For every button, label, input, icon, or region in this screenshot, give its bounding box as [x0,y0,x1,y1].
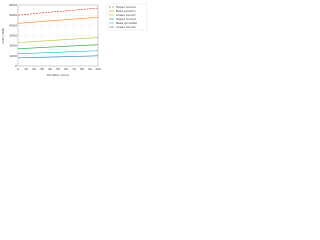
x-tick-label: 0 [17,67,19,71]
line [17,37,99,43]
line [17,7,99,16]
x-tick-label: 10 [24,67,28,71]
y-tick-label: 0 [15,64,17,68]
line [17,16,99,24]
plot-frame [17,4,99,67]
y-tick-label: 2000 [9,44,17,48]
x-tick-label: 40 [48,67,52,71]
line [17,44,99,50]
legend-box [106,3,148,31]
x-tick-label: 80 [80,67,84,71]
y-axis-label: Cost (USD) [1,28,5,44]
legend-label: Upper bound [116,5,136,9]
line [17,55,99,59]
legend-label: Base (public) [116,9,136,13]
legend-label: Base (private) [116,21,137,25]
x-tick-label: 60 [64,67,68,71]
x-tick-label: 100 [95,67,101,71]
y-tick-label: 4000 [9,23,17,27]
legend-label: Lower bound [116,13,135,17]
x-tick-label: 90 [88,67,92,71]
y-tick-label: 1000 [9,54,17,58]
y-tick-label: 3000 [9,34,17,38]
chart: Cost (USD) Duration (min) 0 1000 2000 3000 4… [1,3,148,77]
x-axis-label: Duration (min) [47,73,69,77]
x-tick-label: 50 [56,67,60,71]
line [17,50,99,55]
x-tick-label: 70 [72,67,76,71]
x-tick-label: 30 [40,67,44,71]
y-tick-label: 6000 [9,3,17,7]
legend-label: Upper bound [116,17,136,21]
legend-label: Lower bound [116,25,135,29]
y-tick-label: 5000 [9,13,17,17]
x-tick-label: 20 [32,67,36,71]
